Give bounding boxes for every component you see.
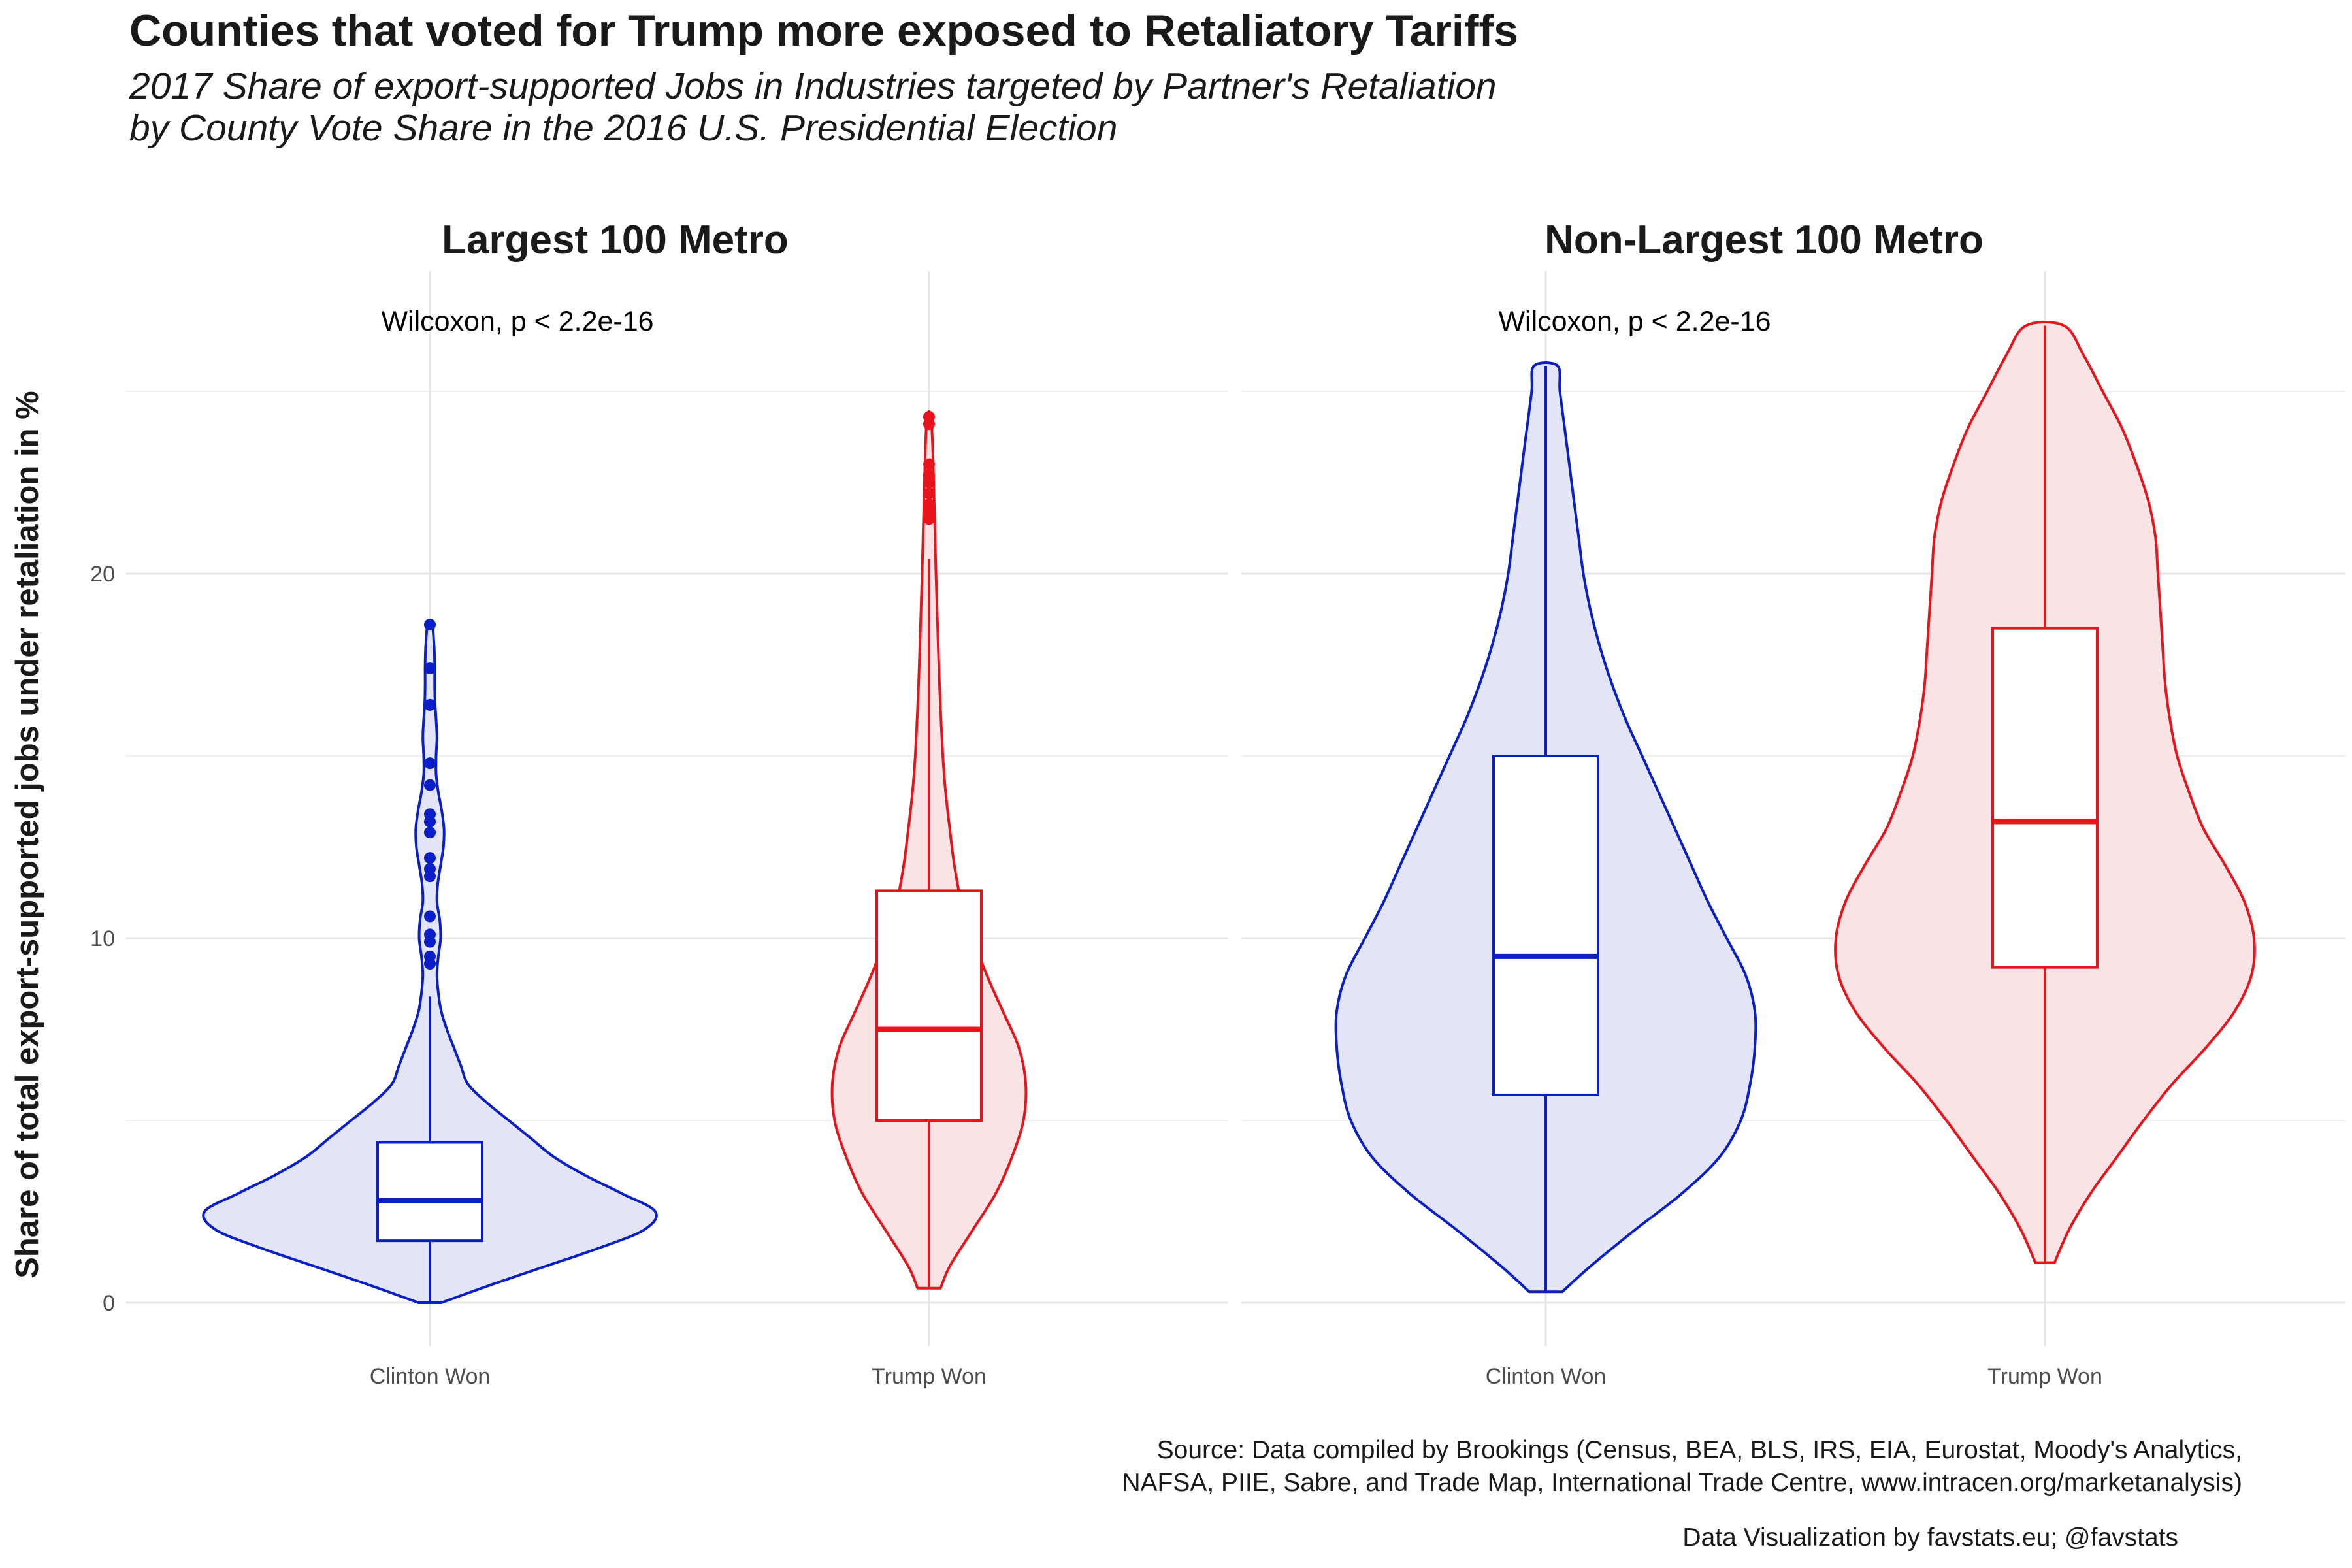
outlier-point	[424, 698, 436, 711]
outlier-point	[424, 662, 436, 675]
outlier-point	[923, 458, 935, 470]
wilcoxon-annotation: Wilcoxon, p < 2.2e-16	[1498, 306, 1771, 337]
outlier-point	[923, 469, 935, 482]
outlier-point	[923, 487, 935, 500]
caption-line-2: NAFSA, PIIE, Sabre, and Trade Map, Inter…	[1122, 1469, 2242, 1497]
outlier-point	[424, 826, 436, 839]
y-tick-label: 20	[90, 562, 115, 587]
outlier-point	[424, 619, 436, 631]
x-tick-label: Clinton Won	[1486, 1364, 1607, 1389]
box-trump	[875, 889, 983, 1122]
outlier-point	[424, 779, 436, 791]
panel-title: Non-Largest 100 Metro	[1544, 218, 1984, 263]
outlier-point	[424, 862, 436, 875]
chart-title: Counties that voted for Trump more expos…	[129, 6, 1518, 56]
outlier-point	[424, 950, 436, 962]
box-clinton	[1492, 755, 1599, 1096]
chart-subtitle: 2017 Share of export-supported Jobs in I…	[129, 65, 1497, 149]
caption-line-1: Source: Data compiled by Brookings (Cens…	[1156, 1436, 2242, 1464]
x-tick-label: Clinton Won	[370, 1364, 491, 1389]
y-axis-label: Share of total export-supported jobs und…	[10, 391, 45, 1279]
outlier-point	[424, 808, 436, 821]
outlier-point	[424, 928, 436, 941]
subtitle-line-2: by County Vote Share in the 2016 U.S. Pr…	[129, 107, 1118, 149]
outlier-point	[923, 498, 935, 510]
panel-title: Largest 100 Metro	[442, 218, 789, 263]
subtitle-line-1: 2017 Share of export-supported Jobs in I…	[129, 65, 1497, 107]
outlier-point	[923, 411, 935, 423]
wilcoxon-annotation: Wilcoxon, p < 2.2e-16	[381, 306, 653, 337]
outlier-point	[424, 757, 436, 770]
y-tick-label: 10	[90, 926, 115, 951]
x-tick-label: Trump Won	[872, 1364, 987, 1389]
box-clinton	[376, 1141, 483, 1243]
outlier-point	[424, 852, 436, 864]
y-tick-label: 0	[103, 1291, 115, 1316]
box-trump	[1991, 627, 2099, 969]
credit-caption: Data Visualization by favstats.eu; @favs…	[1682, 1524, 2178, 1552]
x-tick-label: Trump Won	[1987, 1364, 2102, 1389]
outlier-point	[424, 910, 436, 923]
source-caption: Source: Data compiled by Brookings (Cens…	[1122, 1434, 2242, 1499]
